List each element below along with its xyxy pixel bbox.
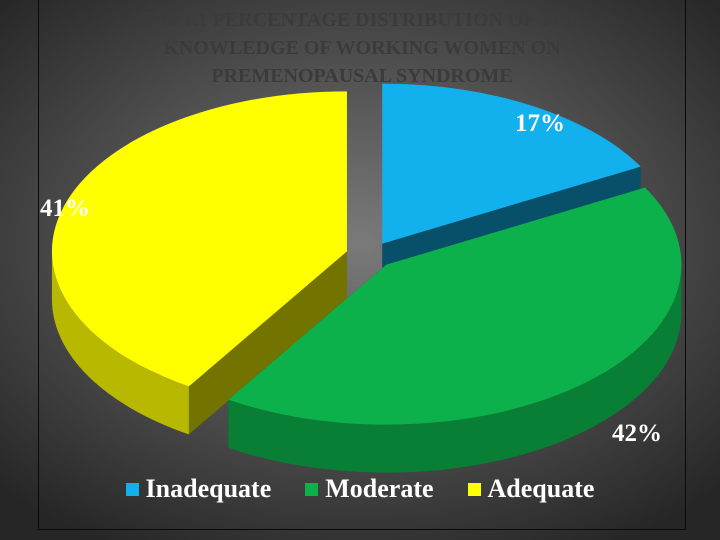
legend-item-adequate: Adequate xyxy=(467,474,595,504)
chart-title-line-3: PREMENOPAUSAL SYNDROME xyxy=(211,65,512,87)
legend-swatch-adequate xyxy=(467,482,481,496)
data-label-adequate: 41% xyxy=(40,195,90,222)
chart-title-line-1: FIG 1.1 PERCENTAGE DISTRIBUTION OF THE xyxy=(142,9,582,31)
pie-slice-adequate-top xyxy=(51,91,347,387)
data-label-moderate: 42% xyxy=(612,420,662,447)
pie-slice-adequate-outer-wall xyxy=(51,251,189,435)
legend-label-moderate: Moderate xyxy=(325,474,434,503)
pie-slice-inadequate-top xyxy=(382,83,641,244)
pie-slices xyxy=(51,83,682,473)
data-label-inadequate: 17% xyxy=(515,110,565,137)
slide-frame xyxy=(38,0,686,530)
pie-slice-moderate xyxy=(228,187,682,473)
pie-slice-adequate xyxy=(51,91,347,435)
legend-item-inadequate: Inadequate xyxy=(125,474,272,504)
pie-slice-adequate-cut-face-1 xyxy=(188,251,347,435)
legend-label-adequate: Adequate xyxy=(487,474,595,503)
legend-item-moderate: Moderate xyxy=(305,474,434,504)
chart-title-line-2: KNOWLEDGE OF WORKING WOMEN ON xyxy=(163,37,561,59)
pie-slice-moderate-outer-wall xyxy=(228,264,682,473)
chart-legend: Inadequate Moderate Adequate xyxy=(0,472,720,506)
legend-swatch-moderate xyxy=(305,482,319,496)
legend-label-inadequate: Inadequate xyxy=(145,474,272,503)
legend-swatch-inadequate xyxy=(125,482,139,496)
chart-title: FIG 1.1 PERCENTAGE DISTRIBUTION OF THE K… xyxy=(142,9,582,87)
pie-slice-moderate-top xyxy=(228,187,682,425)
